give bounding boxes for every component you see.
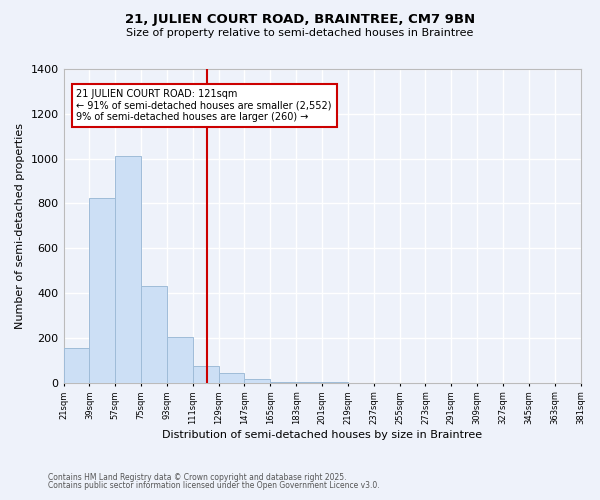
Bar <box>218 372 244 383</box>
Bar <box>115 156 141 383</box>
Bar <box>89 198 115 383</box>
Text: 21, JULIEN COURT ROAD, BRAINTREE, CM7 9BN: 21, JULIEN COURT ROAD, BRAINTREE, CM7 9B… <box>125 12 475 26</box>
Bar <box>167 337 193 383</box>
Bar <box>141 286 167 383</box>
Text: Size of property relative to semi-detached houses in Braintree: Size of property relative to semi-detach… <box>127 28 473 38</box>
Bar <box>193 366 218 383</box>
Bar <box>64 348 89 383</box>
X-axis label: Distribution of semi-detached houses by size in Braintree: Distribution of semi-detached houses by … <box>162 430 482 440</box>
Bar <box>271 382 296 383</box>
Text: Contains HM Land Registry data © Crown copyright and database right 2025.: Contains HM Land Registry data © Crown c… <box>48 472 347 482</box>
Bar <box>244 380 271 383</box>
Text: Contains public sector information licensed under the Open Government Licence v3: Contains public sector information licen… <box>48 481 380 490</box>
Y-axis label: Number of semi-detached properties: Number of semi-detached properties <box>15 123 25 329</box>
Text: 21 JULIEN COURT ROAD: 121sqm
← 91% of semi-detached houses are smaller (2,552)
9: 21 JULIEN COURT ROAD: 121sqm ← 91% of se… <box>76 89 332 122</box>
